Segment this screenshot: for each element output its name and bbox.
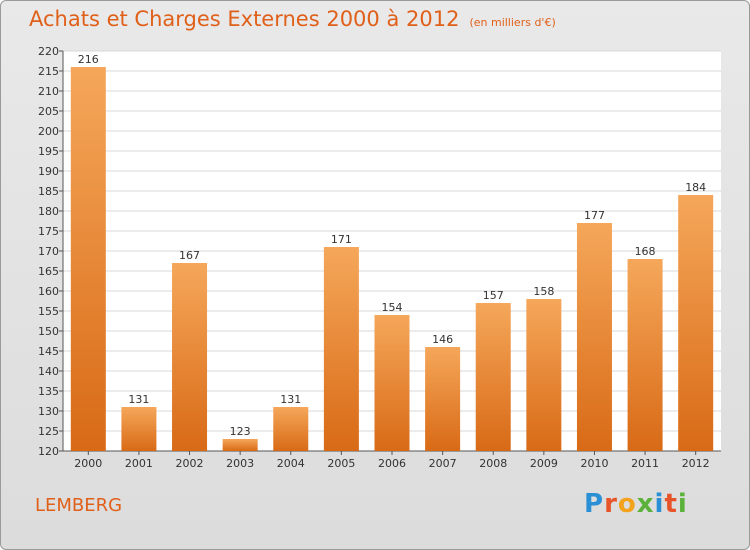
y-tick-label: 220 xyxy=(38,45,59,58)
bar xyxy=(121,407,157,451)
bar-value-label: 131 xyxy=(128,393,149,406)
y-tick-label: 215 xyxy=(38,65,59,78)
x-tick-label: 2011 xyxy=(631,457,659,470)
bar xyxy=(172,263,208,451)
y-tick-label: 165 xyxy=(38,265,59,278)
x-tick-label: 2003 xyxy=(226,457,254,470)
bar xyxy=(374,315,410,451)
bar xyxy=(70,67,106,451)
x-tick-label: 2001 xyxy=(125,457,153,470)
logo-letter: x xyxy=(636,489,655,519)
bar-value-label: 154 xyxy=(382,301,403,314)
bar xyxy=(475,303,511,451)
logo-letter: t xyxy=(664,489,678,519)
y-tick-label: 185 xyxy=(38,185,59,198)
y-tick-label: 190 xyxy=(38,165,59,178)
y-tick-label: 145 xyxy=(38,345,59,358)
bar xyxy=(678,195,714,451)
bar xyxy=(627,259,663,451)
bar-value-label: 184 xyxy=(685,181,706,194)
logo-letter: o xyxy=(617,489,637,519)
y-tick-label: 155 xyxy=(38,305,59,318)
title-text: Achats et Charges Externes 2000 à 2012 xyxy=(29,7,460,31)
x-tick-label: 2002 xyxy=(176,457,204,470)
x-tick-label: 2007 xyxy=(429,457,457,470)
y-tick-label: 135 xyxy=(38,385,59,398)
y-tick-label: 180 xyxy=(38,205,59,218)
x-tick-label: 2009 xyxy=(530,457,558,470)
x-tick-label: 2004 xyxy=(277,457,305,470)
x-tick-label: 2000 xyxy=(74,457,102,470)
bar xyxy=(425,347,461,451)
bar xyxy=(222,439,258,451)
bar xyxy=(273,407,309,451)
y-tick-label: 125 xyxy=(38,425,59,438)
y-tick-label: 160 xyxy=(38,285,59,298)
chart-title: Achats et Charges Externes 2000 à 2012 (e… xyxy=(29,7,556,31)
bar-value-label: 216 xyxy=(78,53,99,66)
y-tick-label: 200 xyxy=(38,125,59,138)
bar-value-label: 146 xyxy=(432,333,453,346)
y-tick-label: 120 xyxy=(38,445,59,458)
logo-letter: r xyxy=(604,489,618,519)
logo-letter: i xyxy=(677,489,688,519)
x-tick-label: 2006 xyxy=(378,457,406,470)
y-tick-label: 130 xyxy=(38,405,59,418)
bar-value-label: 171 xyxy=(331,233,352,246)
bar-value-label: 123 xyxy=(230,425,251,438)
bar-value-label: 157 xyxy=(483,289,504,302)
bar xyxy=(576,223,612,451)
bar-value-label: 167 xyxy=(179,249,200,262)
bar xyxy=(323,247,359,451)
bar xyxy=(526,299,562,451)
bar-value-label: 131 xyxy=(280,393,301,406)
bar-value-label: 177 xyxy=(584,209,605,222)
y-tick-label: 170 xyxy=(38,245,59,258)
y-tick-label: 210 xyxy=(38,85,59,98)
title-unit: (en milliers d'€) xyxy=(469,16,556,29)
x-tick-label: 2005 xyxy=(327,457,355,470)
y-tick-label: 150 xyxy=(38,325,59,338)
y-tick-label: 175 xyxy=(38,225,59,238)
y-tick-label: 140 xyxy=(38,365,59,378)
x-tick-label: 2012 xyxy=(682,457,710,470)
logo-letter: P xyxy=(584,489,605,519)
x-tick-label: 2008 xyxy=(479,457,507,470)
logo-letter: i xyxy=(654,489,665,519)
bar-value-label: 158 xyxy=(533,285,554,298)
bar-value-label: 168 xyxy=(635,245,656,258)
y-tick-label: 205 xyxy=(38,105,59,118)
x-tick-label: 2010 xyxy=(580,457,608,470)
y-tick-label: 195 xyxy=(38,145,59,158)
proxiti-logo: Proxiti xyxy=(584,489,688,519)
commune-name: LEMBERG xyxy=(35,495,123,516)
